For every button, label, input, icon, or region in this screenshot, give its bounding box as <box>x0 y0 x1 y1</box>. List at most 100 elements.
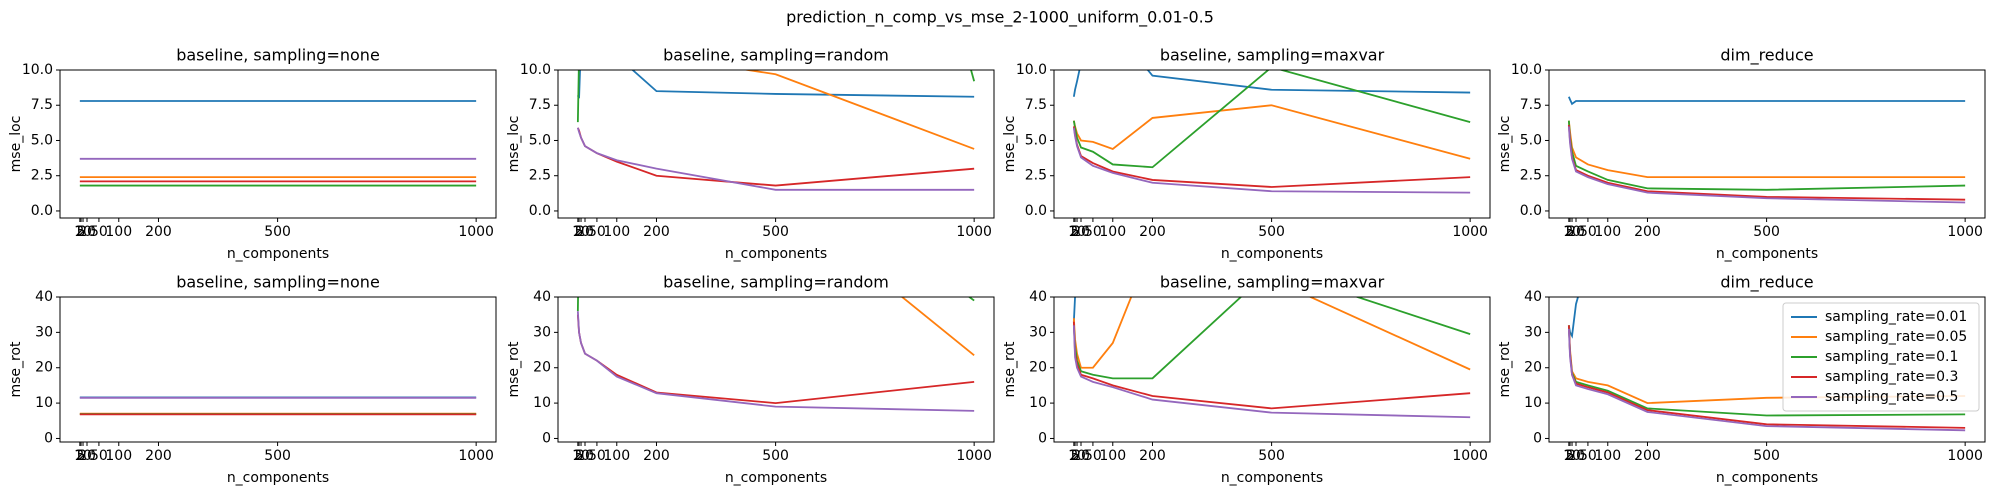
y-tick-label: 30 <box>533 324 551 340</box>
series-line <box>1568 96 1966 106</box>
x-tick-label: 2 <box>1564 224 1573 240</box>
y-tick-label: 10 <box>35 395 53 411</box>
y-tick-label: 10 <box>1029 395 1047 411</box>
x-tick-label: 1000 <box>956 448 992 464</box>
series-line <box>576 314 975 405</box>
x-tick-label: 50 <box>1579 448 1597 464</box>
axes-frame <box>1548 296 1986 443</box>
x-tick-label: 2 <box>1564 448 1573 464</box>
axes-title: dim_reduce <box>1720 46 1813 66</box>
y-tick-label: 7.5 <box>529 97 551 113</box>
series-line <box>1072 321 1471 410</box>
x-tick-label: 20 <box>576 224 594 240</box>
y-tick-label: 40 <box>1524 289 1542 305</box>
y-tick-label: 10.0 <box>1511 62 1542 78</box>
x-tick-label: 500 <box>1753 448 1780 464</box>
plot-area <box>1072 297 1471 419</box>
x-tick-label: 2 <box>1069 224 1078 240</box>
legend-label: sampling_rate=0.3 <box>1825 369 1958 385</box>
axes-title: baseline, sampling=maxvar <box>1160 46 1385 65</box>
x-axis-label: n_components <box>725 246 827 262</box>
y-axis-label: mse_loc <box>1002 116 1018 173</box>
plot-area <box>576 297 975 412</box>
y-tick-label: 40 <box>533 289 551 305</box>
series-line <box>576 311 975 412</box>
y-axis-label: mse_loc <box>1497 116 1513 173</box>
y-tick-label: 30 <box>35 324 53 340</box>
axes-frame <box>59 69 497 219</box>
x-tick-label: 10 <box>1068 224 1086 240</box>
x-tick-label: 200 <box>643 448 670 464</box>
x-tick-label: 5 <box>1566 448 1575 464</box>
y-tick-label: 40 <box>1029 289 1047 305</box>
x-tick-label: 100 <box>603 448 630 464</box>
plot-area <box>79 396 477 416</box>
x-tick-label: 100 <box>105 224 132 240</box>
axes-title: baseline, sampling=none <box>176 46 380 65</box>
series-line <box>577 70 975 99</box>
x-tick-label: 200 <box>1139 224 1166 240</box>
plot-area <box>1567 297 1966 432</box>
y-tick-label: 5.0 <box>529 132 551 148</box>
y-tick-label: 20 <box>1029 360 1047 376</box>
x-tick-label: 10 <box>1563 224 1581 240</box>
x-tick-label: 1000 <box>1947 224 1983 240</box>
y-tick-label: 0.0 <box>1520 203 1542 219</box>
x-tick-label: 5 <box>77 448 86 464</box>
y-tick-label: 5.0 <box>1520 132 1542 148</box>
x-axis-label: n_components <box>725 470 827 486</box>
y-tick-label: 5.0 <box>31 132 53 148</box>
x-tick-label: 50 <box>90 448 108 464</box>
x-tick-label: 1000 <box>1947 448 1983 464</box>
x-tick-label: 100 <box>105 448 132 464</box>
x-tick-label: 20 <box>1072 224 1090 240</box>
x-tick-label: 50 <box>588 224 606 240</box>
x-tick-label: 10 <box>74 224 92 240</box>
y-axis-label: mse_rot <box>1497 341 1513 398</box>
x-axis-label: n_components <box>1716 470 1818 486</box>
y-tick-label: 5.0 <box>1025 132 1047 148</box>
axes-frame <box>557 69 995 219</box>
x-tick-label: 1000 <box>1452 224 1488 240</box>
x-axis-label: n_components <box>1716 246 1818 262</box>
x-tick-label: 200 <box>145 448 172 464</box>
y-axis-label: mse_loc <box>506 116 522 173</box>
y-tick-label: 20 <box>1524 360 1542 376</box>
series-line <box>1567 328 1966 432</box>
legend-label: sampling_rate=0.05 <box>1825 329 1967 345</box>
legend-label: sampling_rate=0.5 <box>1825 389 1958 405</box>
x-tick-label: 2 <box>1069 448 1078 464</box>
axes-frame <box>59 296 497 443</box>
x-tick-label: 100 <box>603 224 630 240</box>
x-tick-label: 1000 <box>956 224 992 240</box>
x-tick-label: 50 <box>1084 448 1102 464</box>
x-tick-label: 20 <box>576 448 594 464</box>
y-axis-label: mse_rot <box>8 341 24 398</box>
axes-frame <box>557 296 995 443</box>
x-tick-label: 500 <box>762 448 789 464</box>
x-tick-label: 200 <box>643 224 670 240</box>
x-tick-label: 5 <box>1071 448 1080 464</box>
x-tick-label: 5 <box>1566 224 1575 240</box>
y-axis-label: mse_loc <box>8 116 24 173</box>
y-tick-label: 0.0 <box>31 203 53 219</box>
x-tick-label: 5 <box>575 224 584 240</box>
y-tick-label: 10.0 <box>22 62 53 78</box>
y-tick-label: 7.5 <box>1520 97 1542 113</box>
series-line <box>1567 297 1579 339</box>
x-tick-label: 100 <box>1099 224 1126 240</box>
x-tick-label: 10 <box>74 448 92 464</box>
x-tick-label: 200 <box>1139 448 1166 464</box>
x-tick-label: 1000 <box>458 224 494 240</box>
x-tick-label: 100 <box>1594 224 1621 240</box>
axes-title: baseline, sampling=maxvar <box>1160 273 1385 292</box>
x-tick-label: 100 <box>1099 448 1126 464</box>
series-line <box>1567 120 1966 191</box>
plot-area <box>79 100 477 187</box>
axes-frame <box>1053 296 1491 443</box>
x-tick-label: 500 <box>264 448 291 464</box>
series-line <box>1072 127 1471 194</box>
y-tick-label: 40 <box>35 289 53 305</box>
